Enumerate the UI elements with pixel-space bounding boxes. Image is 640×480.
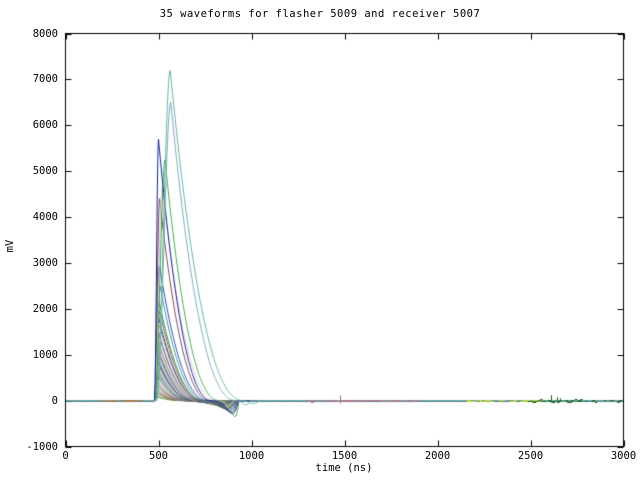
y-tick-label: 1000 bbox=[32, 348, 58, 361]
x-tick-label: 500 bbox=[149, 450, 168, 462]
x-tick-label: 0 bbox=[62, 450, 69, 462]
x-tick-label: 3000 bbox=[610, 450, 637, 462]
y-tick-label: 8000 bbox=[32, 27, 58, 40]
y-tick-label: -1000 bbox=[26, 440, 58, 453]
chart-title: 35 waveforms for flasher 5009 and receiv… bbox=[159, 8, 481, 20]
x-tick-label: 1000 bbox=[238, 450, 265, 462]
x-axis-label: time (ns) bbox=[315, 462, 373, 474]
x-tick-label: 1500 bbox=[331, 450, 358, 462]
y-tick-label: 7000 bbox=[32, 73, 58, 86]
y-tick-label: 3000 bbox=[32, 256, 58, 269]
y-tick-label: 0 bbox=[51, 394, 58, 407]
x-tick-label: 2000 bbox=[424, 450, 451, 462]
y-tick-label: 2000 bbox=[32, 302, 58, 315]
y-tick-label: 4000 bbox=[32, 211, 58, 224]
y-tick-label: 6000 bbox=[32, 119, 58, 132]
y-axis-label: mV bbox=[4, 239, 16, 253]
y-tick-label: 5000 bbox=[32, 165, 58, 178]
x-tick-label: 2500 bbox=[517, 450, 544, 462]
